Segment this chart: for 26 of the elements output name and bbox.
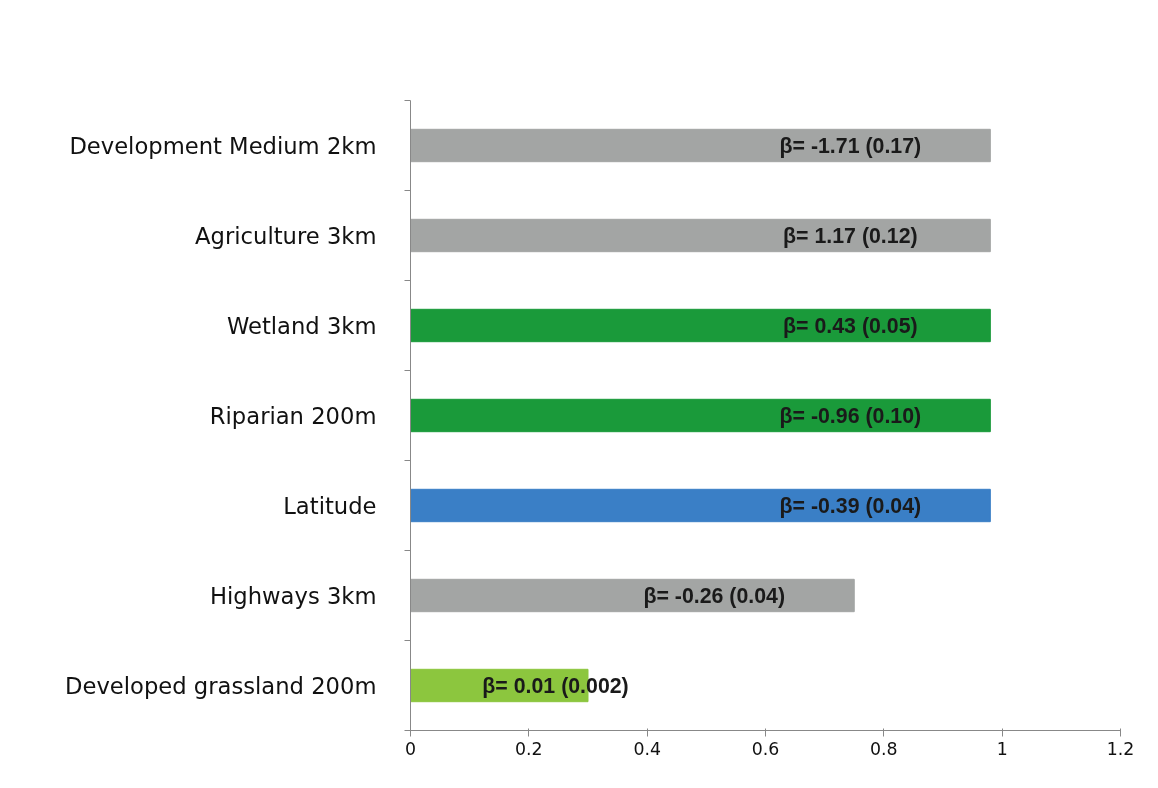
data-label: β= -1.71 (0.17) [779,133,922,158]
data-label: β= -0.26 (0.04) [643,583,786,608]
y-tick-label: Latitude [283,492,377,519]
x-tick-label: 0 [404,738,417,759]
bar [410,488,991,523]
x-tick-label: 0.4 [633,738,661,759]
y-tick-label: Wetland 3km [226,312,377,339]
bar [410,578,855,613]
y-tick-label: Riparian 200m [209,402,377,429]
x-tick-label: 0.8 [870,738,898,759]
y-tick-label: Agriculture 3km [195,222,377,249]
data-label: β= 0.43 (0.05) [783,313,918,338]
bar [410,128,991,163]
data-label: β= -0.39 (0.04) [779,493,922,518]
x-tick-label: 1.2 [1106,738,1135,759]
x-tick-label: 1 [996,738,1008,759]
data-label: β= 1.17 (0.12) [783,223,918,248]
x-tick-label: 0.2 [515,738,543,759]
y-tick-label: Highways 3km [210,582,377,609]
y-tick-label: Development Medium 2km [69,132,377,159]
y-tick-label: Developed grassland 200m [65,672,377,699]
bar [410,398,991,433]
bar [410,308,991,343]
x-tick-label: 0.6 [751,738,780,759]
data-label: β= -0.96 (0.10) [779,403,922,428]
bar [410,218,991,253]
